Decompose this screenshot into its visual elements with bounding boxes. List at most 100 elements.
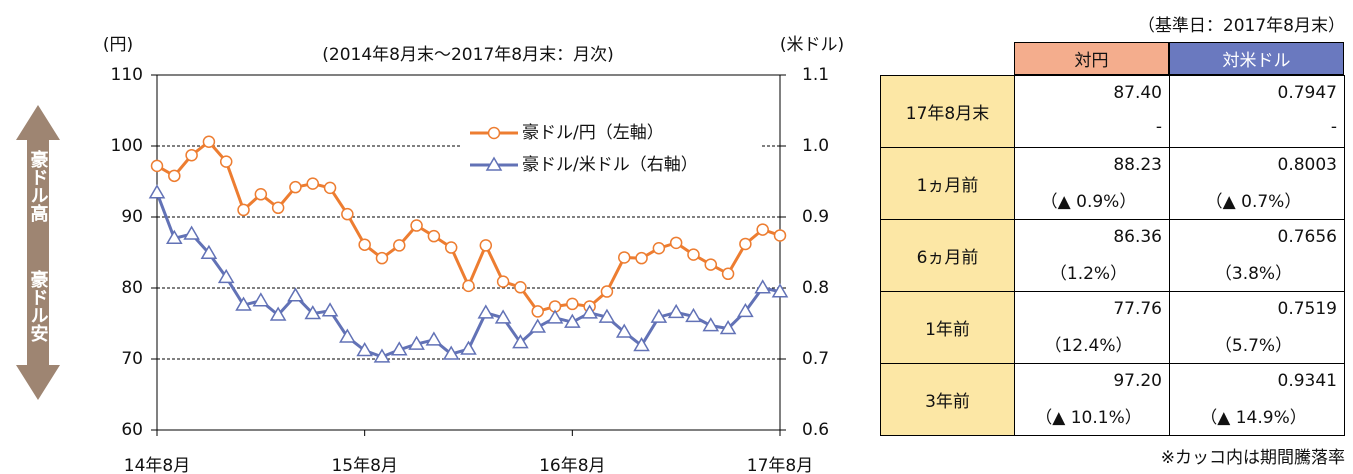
y-tick-label: 100	[111, 136, 143, 156]
cell-change: （▲ 10.1%）	[1035, 407, 1142, 428]
data-point	[341, 207, 354, 221]
data-point	[358, 238, 371, 251]
data-point	[269, 306, 287, 321]
data-point	[393, 239, 406, 252]
data-point	[150, 159, 164, 173]
data-point	[615, 323, 633, 338]
data-point	[462, 279, 475, 293]
data-point	[496, 275, 510, 288]
annotation: 豪ドル安	[28, 269, 49, 343]
table-header: 対米ドル	[1169, 42, 1344, 75]
y2-axis-label: (米ドル)	[780, 35, 844, 55]
data-point	[652, 241, 666, 255]
cell-box	[1169, 363, 1345, 436]
row-label: 6ヵ月前	[880, 219, 1015, 292]
cell-value: 0.8003	[1277, 155, 1337, 175]
data-point	[529, 318, 547, 333]
data-point	[442, 345, 460, 360]
legend-marker	[485, 156, 503, 171]
data-point	[479, 239, 493, 252]
data-point	[219, 155, 233, 168]
legend-marker	[487, 126, 501, 140]
data-point	[304, 305, 322, 320]
data-point	[773, 229, 787, 242]
cell-value: 0.9341	[1277, 371, 1337, 391]
x-tick-label: 15年8月	[331, 456, 397, 474]
data-point	[494, 309, 512, 324]
data-point	[306, 177, 319, 190]
data-point	[667, 303, 685, 319]
data-point	[289, 180, 302, 194]
data-point	[581, 304, 598, 319]
y2-tick-label: 0.7	[802, 349, 829, 369]
data-point	[373, 348, 391, 363]
data-point	[410, 219, 423, 232]
data-point	[408, 335, 425, 350]
y2-tick-label: 1.1	[802, 65, 829, 85]
cell-change: （1.2%）	[1049, 263, 1128, 284]
cell-value: 87.40	[1113, 83, 1162, 103]
data-point	[166, 229, 183, 245]
data-point	[635, 251, 648, 265]
data-point	[390, 341, 408, 356]
data-point	[183, 225, 200, 240]
x-tick-label: 17年8月	[747, 456, 813, 474]
data-point	[185, 148, 198, 162]
data-point	[531, 305, 544, 318]
table-header: 対円	[1014, 42, 1169, 75]
cell-change: （5.7%）	[1214, 335, 1293, 356]
cell-change: （▲ 0.7%）	[1205, 191, 1302, 212]
x-tick-label: 14年8月	[124, 456, 190, 474]
data-point	[460, 340, 477, 355]
legend-label: 豪ドル/円（左軸）	[522, 122, 664, 143]
table-note: （基準日：2017年8月末）	[1137, 15, 1345, 36]
table: （基準日：2017年8月末） 対円 対米ドル 17年8月末 87.40 - 0.7947 - 1…	[880, 0, 1346, 474]
data-point	[754, 279, 771, 294]
data-point	[427, 229, 441, 243]
cell-value: 0.7947	[1277, 83, 1337, 103]
data-point	[546, 309, 564, 324]
y-tick-label: 90	[121, 207, 143, 227]
cell-change: -	[1330, 117, 1337, 137]
y-tick-label: 110	[111, 65, 143, 85]
data-point	[271, 201, 285, 215]
y2-tick-label: 0.6	[802, 420, 829, 440]
data-point	[685, 307, 702, 323]
y-axis-label: (円)	[103, 35, 133, 55]
data-point	[254, 188, 268, 201]
cell-value: 86.36	[1113, 227, 1162, 247]
cell-value: 0.7656	[1277, 227, 1337, 247]
chart-subtitle: (2014年8月末～2017年8月末：月次)	[322, 45, 613, 65]
data-point	[669, 236, 683, 250]
data-point	[739, 237, 752, 251]
data-point	[477, 304, 495, 319]
data-point	[566, 297, 579, 311]
annotation: 豪ドル高	[28, 149, 49, 223]
cell-value: 0.7519	[1277, 299, 1337, 319]
data-point	[444, 241, 458, 254]
row-label: 1年前	[880, 291, 1015, 364]
data-point	[564, 313, 581, 328]
data-point	[168, 169, 181, 183]
data-point	[202, 135, 216, 148]
y2-tick-label: 1.0	[802, 136, 829, 156]
data-point	[148, 184, 166, 199]
data-point	[598, 308, 616, 323]
data-point	[287, 287, 304, 302]
data-point	[702, 317, 720, 332]
data-point	[237, 203, 250, 217]
data-point	[618, 251, 631, 264]
row-label: 17年8月末	[880, 75, 1015, 148]
cell-change: （▲ 14.9%）	[1200, 407, 1307, 428]
data-point	[771, 283, 789, 298]
data-point	[217, 268, 235, 284]
chart: 豪ドル高 豪ドル安 (円) (米ドル) (2014年8月末～2017年8月末：月…	[16, 35, 844, 474]
cell-value: 77.76	[1113, 299, 1162, 319]
x-tick-label: 16年8月	[539, 456, 605, 474]
y-tick-label: 60	[121, 420, 143, 440]
legend-box	[462, 118, 762, 184]
cell-change: （▲ 0.9%）	[1040, 191, 1137, 212]
cell-value: 97.20	[1113, 371, 1162, 391]
data-point	[323, 181, 337, 195]
